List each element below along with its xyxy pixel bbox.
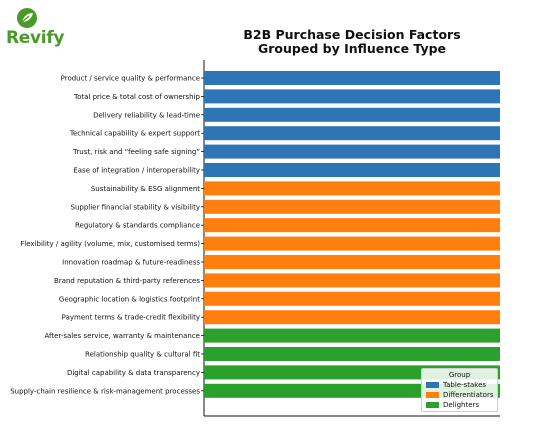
- bar: [204, 199, 500, 214]
- y-tick-label: Geographic location & logistics footprin…: [59, 295, 200, 303]
- legend-label: Table-stakes: [443, 380, 487, 389]
- y-tick-label: Payment terms & trade-credit flexibility: [62, 314, 200, 322]
- y-tick-label: Flexibility / agility (volume, mix, cust…: [20, 240, 200, 248]
- bar: [204, 273, 500, 288]
- chart-legend: Group Table-stakes Differentiators Delight…: [421, 368, 498, 412]
- y-tick-label: After-sales service, warranty & maintena…: [44, 332, 200, 340]
- bar: [204, 163, 500, 177]
- y-tick-label: Regulatory & standards compliance: [75, 222, 200, 230]
- bar: [204, 328, 500, 343]
- y-tick-label: Relationship quality & cultural fit: [85, 351, 200, 359]
- y-tick-label: Technical capability & expert support: [69, 130, 200, 138]
- legend-entry: Delighters: [426, 400, 497, 409]
- bar: [204, 89, 500, 104]
- bar: [204, 181, 500, 196]
- y-tick-label: Trust, risk and “feeling safe signing”: [72, 148, 200, 156]
- y-tick-label: Sustainability & ESG alignment: [91, 185, 200, 193]
- chart-title: B2B Purchase Decision Factors: [243, 27, 461, 42]
- y-tick-label: Product / service quality & performance: [61, 75, 200, 83]
- legend-label: Differentiators: [443, 390, 494, 399]
- brand-name: Revify: [6, 28, 65, 48]
- y-tick-label: Digital capability & data transparency: [67, 369, 200, 377]
- y-tick-label: Supplier financial stability & visibilit…: [71, 203, 201, 211]
- bar: [204, 310, 500, 325]
- legend-entry: Differentiators: [426, 390, 497, 399]
- legend-swatch: [426, 401, 439, 408]
- bar: [204, 71, 500, 85]
- legend-title: Group: [448, 371, 471, 379]
- y-tick-label: Innovation roadmap & future-readiness: [62, 259, 200, 267]
- bar: [204, 255, 500, 269]
- bar: [204, 144, 500, 159]
- y-tick-label: Brand reputation & third-party reference…: [54, 277, 200, 285]
- y-tick-label: Delivery reliability & lead-time: [93, 111, 200, 119]
- bar: [204, 126, 500, 141]
- bar: [204, 291, 500, 306]
- legend-entry: Table-stakes: [426, 380, 497, 389]
- legend-label: Delighters: [443, 400, 480, 409]
- chart-subtitle: Grouped by Influence Type: [257, 41, 447, 56]
- legend-swatch: [426, 391, 439, 398]
- legend-swatch: [426, 381, 439, 388]
- y-tick-label: Supply-chain resilience & risk-managemen…: [10, 387, 200, 395]
- leaf-icon: [17, 8, 37, 28]
- bar: [204, 347, 500, 361]
- y-tick-label: Total price & total cost of ownership: [73, 93, 201, 101]
- bar: [204, 218, 500, 233]
- bar: [204, 107, 500, 122]
- bar: [204, 236, 500, 251]
- y-tick-label: Ease of integration / interoperability: [73, 167, 200, 175]
- brand-logo: Revify: [4, 4, 65, 48]
